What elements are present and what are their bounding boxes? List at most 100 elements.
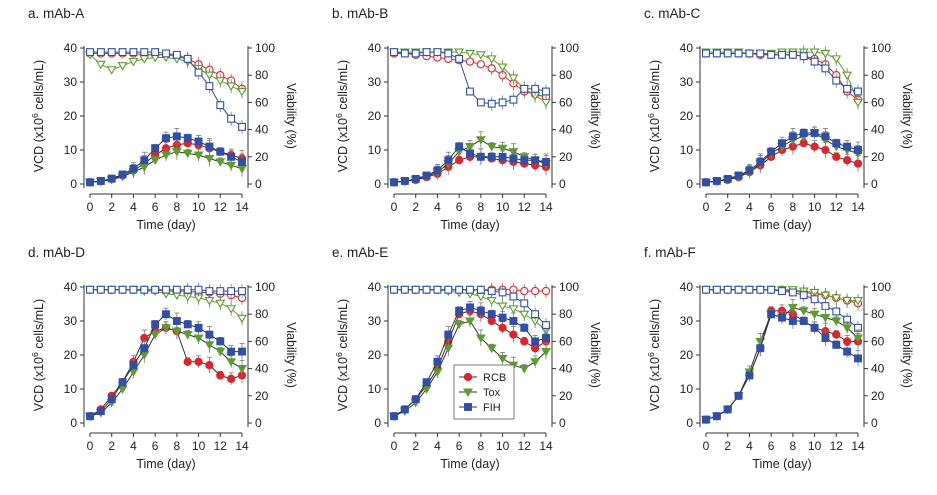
y-tick-label: 40 xyxy=(368,41,382,55)
viability-point-fih xyxy=(487,99,496,108)
y-axis-label: VCD (x106 cells/mL) xyxy=(646,299,662,411)
x-tick-label: 4 xyxy=(130,439,137,453)
x-tick-label: 2 xyxy=(412,439,419,453)
vcd-point-fih xyxy=(216,147,225,156)
viability-point-fih xyxy=(172,285,181,294)
vcd-point-rcb xyxy=(520,337,529,346)
viability-point-fih xyxy=(444,49,453,58)
vcd-point-fih xyxy=(422,378,431,387)
vcd-point-fih xyxy=(107,395,116,404)
viability-point-fih xyxy=(734,285,743,294)
x-tick-label: 4 xyxy=(746,439,753,453)
viability-point-fih xyxy=(433,48,442,57)
vcd-point-tox xyxy=(486,143,497,152)
y-tick-label: 10 xyxy=(680,382,694,396)
legend-box xyxy=(453,364,515,420)
x-axis-label: Time (day) xyxy=(752,457,811,471)
vcd-point-fih xyxy=(702,178,710,187)
vcd-point-tox xyxy=(475,334,486,343)
vcd-point-fih xyxy=(734,391,743,400)
y2-tick-label: 80 xyxy=(255,307,269,321)
vcd-point-fih xyxy=(433,166,442,175)
y-tick-label: 0 xyxy=(374,416,381,430)
viability-point-fih xyxy=(476,285,485,294)
x-tick-label: 8 xyxy=(174,200,181,214)
y2-tick-label: 20 xyxy=(871,150,885,164)
vcd-point-fih xyxy=(810,129,819,137)
vcd-point-fih xyxy=(411,395,420,404)
viability-point-tox xyxy=(226,305,237,314)
viability-point-fih xyxy=(129,285,138,294)
viability-point-tox xyxy=(237,314,247,324)
vcd-point-tox xyxy=(182,149,193,159)
vcd-point-fih xyxy=(788,132,797,141)
viability-point-tox xyxy=(831,294,842,303)
vcd-line-fih xyxy=(705,313,859,421)
vcd-point-fih xyxy=(400,405,409,414)
x-tick-label: 0 xyxy=(391,200,398,214)
viability-point-fih xyxy=(466,87,474,96)
viability-point-fih xyxy=(183,285,192,294)
viability-point-fih xyxy=(756,285,765,294)
y2-tick-label: 0 xyxy=(559,416,566,430)
vcd-point-fih xyxy=(520,156,529,165)
vcd-point-fih xyxy=(86,412,94,421)
vcd-point-fih xyxy=(843,142,852,151)
y2-tick-label: 0 xyxy=(871,416,878,430)
vcd-point-fih xyxy=(140,344,149,353)
panel-title: e. mAb-E xyxy=(332,245,388,260)
vcd-point-fih xyxy=(509,317,518,325)
viability-point-tox xyxy=(842,71,853,81)
vcd-point-rcb xyxy=(487,316,496,326)
y2-tick-label: 100 xyxy=(871,280,891,294)
vcd-point-fih xyxy=(476,306,485,315)
viability-point-fih xyxy=(745,285,754,294)
vcd-point-rcb xyxy=(216,371,225,380)
vcd-point-fih xyxy=(107,174,116,183)
viability-point-tox xyxy=(508,74,519,83)
y2-tick-label: 40 xyxy=(255,362,269,376)
vcd-point-tox xyxy=(171,148,182,157)
x-axis-label: Time (day) xyxy=(136,218,195,232)
vcd-point-tox xyxy=(226,358,237,367)
y-tick-label: 0 xyxy=(686,416,693,430)
viability-point-fih xyxy=(745,49,754,58)
viability-point-fih xyxy=(854,87,862,96)
viability-point-tox xyxy=(519,310,530,320)
viability-point-fih xyxy=(118,48,127,57)
y-tick-label: 10 xyxy=(368,143,382,157)
vcd-point-fih xyxy=(854,146,862,154)
viability-point-fih xyxy=(205,287,214,296)
y-tick-label: 30 xyxy=(680,75,694,89)
vcd-point-tox xyxy=(204,341,215,350)
vcd-point-fih xyxy=(140,156,149,165)
vcd-point-tox xyxy=(150,156,161,166)
x-tick-label: 14 xyxy=(851,200,865,214)
y-tick-label: 40 xyxy=(680,41,694,55)
vcd-point-fih xyxy=(129,361,138,370)
vcd-point-fih xyxy=(466,303,474,312)
y-tick-label: 30 xyxy=(680,314,694,328)
viability-point-fih xyxy=(422,48,431,57)
vcd-point-fih xyxy=(118,170,127,179)
viability-point-tox xyxy=(831,55,842,64)
panel-title: b. mAb-B xyxy=(332,6,388,21)
y-tick-label: 20 xyxy=(368,109,382,123)
viability-point-fih xyxy=(194,68,203,77)
vcd-point-rcb xyxy=(498,323,507,332)
y2-tick-label: 100 xyxy=(559,280,579,294)
vcd-point-fih xyxy=(422,171,431,180)
vcd-point-rcb xyxy=(194,357,203,366)
y-tick-label: 20 xyxy=(680,109,694,123)
viability-point-tox xyxy=(853,98,863,108)
legend-label-rcb: RCB xyxy=(483,372,506,384)
vcd-point-fih xyxy=(723,174,732,183)
y-axis-label: VCD (x106 cells/mL) xyxy=(334,299,350,411)
vcd-point-fih xyxy=(455,142,464,151)
vcd-point-fih xyxy=(498,152,507,161)
legend-marker-tox xyxy=(463,388,473,397)
x-tick-label: 10 xyxy=(808,439,822,453)
